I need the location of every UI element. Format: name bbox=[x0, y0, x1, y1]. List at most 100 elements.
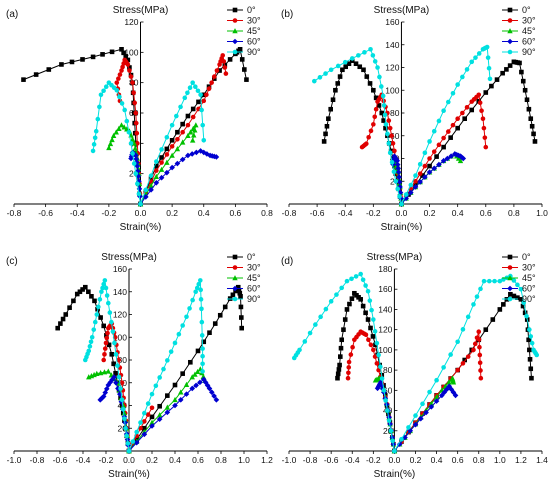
legend-label: 90° bbox=[522, 294, 536, 304]
chart-panel-3: (d) -1.0 -0.8 -0.6 -0.4 -0.2 0.0 0.2 0.4 0.6 0.8 1.… bbox=[281, 252, 548, 480]
data-point bbox=[403, 192, 409, 197]
data-point bbox=[441, 389, 448, 396]
data-point bbox=[341, 327, 346, 332]
data-point bbox=[497, 307, 503, 312]
data-point bbox=[462, 116, 467, 121]
chart-title: Stress(MPa) bbox=[101, 252, 157, 263]
data-point bbox=[130, 439, 136, 444]
data-point bbox=[102, 346, 108, 351]
series-line-axial bbox=[128, 280, 204, 452]
x-tick-label: -0.4 bbox=[338, 208, 353, 218]
data-point bbox=[134, 429, 139, 435]
data-point bbox=[106, 80, 112, 85]
data-point bbox=[371, 87, 376, 93]
data-point bbox=[119, 397, 125, 403]
data-point bbox=[204, 382, 211, 389]
data-point bbox=[164, 404, 171, 410]
data-point bbox=[365, 317, 371, 322]
data-point bbox=[102, 278, 108, 283]
data-point bbox=[323, 131, 328, 137]
y-tick-label: 100 bbox=[385, 85, 399, 95]
data-point bbox=[130, 151, 135, 156]
data-point bbox=[120, 406, 126, 412]
data-point bbox=[460, 327, 466, 332]
x-tick-label: 1.4 bbox=[536, 455, 548, 465]
data-point bbox=[390, 438, 395, 444]
data-point bbox=[198, 287, 203, 293]
data-point bbox=[483, 90, 489, 95]
data-point bbox=[91, 327, 97, 332]
data-point bbox=[385, 408, 390, 413]
x-tick-label: -0.2 bbox=[366, 208, 381, 218]
data-point bbox=[100, 52, 105, 57]
data-point bbox=[372, 114, 378, 120]
data-point bbox=[239, 57, 245, 62]
series-group bbox=[335, 290, 534, 454]
data-point bbox=[497, 278, 503, 284]
legend-marker bbox=[232, 49, 238, 55]
data-point bbox=[184, 314, 189, 320]
legend: 0°30°45°60°90° bbox=[502, 5, 536, 57]
data-point bbox=[165, 393, 170, 398]
data-point bbox=[465, 314, 471, 320]
y-tick-label: 140 bbox=[385, 40, 399, 50]
legend-label: 0° bbox=[247, 252, 256, 262]
data-point bbox=[199, 107, 204, 113]
data-point bbox=[190, 106, 196, 112]
data-point bbox=[60, 316, 66, 322]
data-point bbox=[74, 291, 80, 297]
data-point bbox=[124, 433, 129, 439]
data-point bbox=[101, 281, 106, 287]
data-point bbox=[526, 337, 531, 343]
data-point bbox=[441, 365, 446, 370]
data-point bbox=[362, 50, 367, 55]
data-point bbox=[197, 148, 204, 154]
panel-label: (d) bbox=[281, 256, 293, 267]
data-point bbox=[185, 132, 191, 139]
data-point bbox=[110, 329, 116, 334]
data-point bbox=[360, 277, 366, 283]
data-point bbox=[391, 169, 397, 175]
data-point bbox=[133, 171, 139, 176]
legend-marker bbox=[507, 254, 513, 260]
data-point bbox=[328, 299, 334, 304]
series-group bbox=[106, 122, 199, 207]
data-point bbox=[448, 352, 453, 357]
data-point bbox=[422, 150, 428, 156]
data-point bbox=[436, 161, 442, 168]
data-point bbox=[101, 369, 108, 375]
data-point bbox=[179, 139, 186, 145]
data-point bbox=[534, 352, 540, 358]
data-point bbox=[113, 352, 119, 357]
data-point bbox=[312, 78, 317, 84]
data-point bbox=[464, 67, 470, 72]
data-point bbox=[515, 295, 520, 300]
data-point bbox=[113, 370, 118, 376]
data-point bbox=[157, 375, 162, 380]
data-point bbox=[217, 312, 223, 318]
data-point bbox=[87, 344, 93, 349]
x-tick-label: 1.2 bbox=[515, 455, 527, 465]
data-point bbox=[477, 352, 483, 358]
data-point bbox=[190, 80, 195, 85]
data-point bbox=[153, 383, 159, 389]
data-point bbox=[464, 105, 470, 110]
data-point bbox=[244, 77, 249, 82]
data-point bbox=[185, 122, 191, 128]
x-tick-label: 0.2 bbox=[146, 455, 158, 465]
data-point bbox=[457, 157, 464, 164]
data-point bbox=[97, 397, 104, 403]
data-point bbox=[334, 292, 339, 297]
data-point bbox=[128, 141, 134, 146]
legend-marker bbox=[232, 254, 238, 260]
data-point bbox=[153, 179, 160, 186]
data-point bbox=[132, 145, 138, 151]
x-tick-label: 0.0 bbox=[123, 455, 135, 465]
data-point bbox=[476, 337, 482, 342]
data-point bbox=[122, 57, 127, 63]
x-tick-label: 0.6 bbox=[480, 208, 492, 218]
data-point bbox=[179, 156, 186, 163]
data-point bbox=[221, 59, 227, 64]
y-tick-label: 160 bbox=[385, 17, 399, 27]
series-group bbox=[291, 271, 540, 454]
